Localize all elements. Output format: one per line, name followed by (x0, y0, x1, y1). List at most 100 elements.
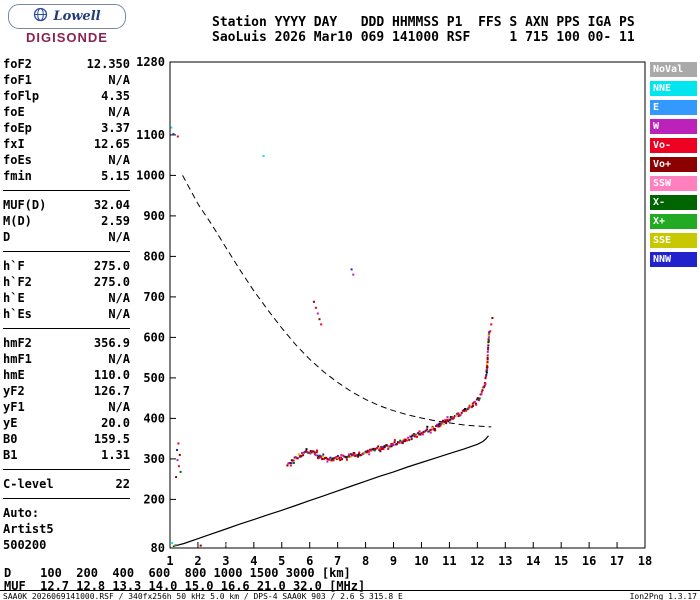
echo-dot (297, 453, 300, 456)
echo-dot (306, 451, 309, 454)
param-value: N/A (108, 400, 130, 414)
echo-dot (323, 457, 325, 460)
echo-dot (445, 422, 448, 425)
status-generator: Ion2Png 1.3.17 (629, 592, 697, 600)
echo-dot (486, 363, 489, 365)
param-row: fmin 5.15 (3, 168, 130, 184)
echo-dot (422, 430, 425, 433)
param-value: N/A (108, 230, 130, 244)
param-label: 500200 (3, 538, 47, 552)
echo-dot (361, 453, 364, 456)
echo-dot (302, 454, 305, 457)
y-tick-label: 1280 (136, 55, 165, 69)
param-row: fxI 12.65 (3, 136, 130, 152)
echo-dot (451, 417, 454, 420)
echo-dot (475, 403, 478, 406)
noise-dot (350, 268, 353, 271)
param-value: N/A (108, 307, 130, 321)
x-tick-label: 6 (306, 554, 313, 568)
echo-dot (327, 458, 330, 461)
legend-item-nne: NNE (650, 81, 697, 96)
param-label: fxI (3, 137, 25, 151)
ionogram-svg: 1 2 3 4 5 6 7 8 9 10 11 12 13 14 15 16 17 188020030040050… (136, 55, 652, 568)
echo-dot (424, 429, 427, 432)
logo-brand: Lowell (53, 9, 101, 24)
echo-dot (486, 368, 489, 371)
noise-dot (176, 459, 179, 462)
param-value: 3.37 (101, 121, 130, 135)
echo-dot (480, 390, 483, 393)
param-row: foE N/A (3, 104, 130, 120)
echo-dot (391, 442, 394, 445)
legend-item-nnw: NNW (650, 252, 697, 267)
echo-dot (407, 436, 410, 439)
echo-dot (438, 422, 441, 425)
x-tick-label: 14 (526, 554, 540, 568)
noise-dot (171, 542, 174, 545)
param-value: 22 (115, 477, 130, 491)
echo-dot (286, 464, 289, 467)
param-label: foEs (3, 153, 32, 167)
noise-dot (175, 476, 178, 479)
echo-dot (429, 428, 432, 431)
noise-dot (178, 453, 181, 456)
legend-item-vo: Vo- (650, 138, 697, 153)
legend-item-w: W (650, 119, 697, 134)
y-tick-label: 700 (143, 290, 165, 304)
echo-dot (445, 420, 448, 423)
separator (3, 469, 130, 470)
echo-dot (404, 440, 406, 443)
echo-dot (401, 440, 404, 443)
param-label: foF1 (3, 73, 32, 87)
echo-dot (342, 454, 345, 457)
echo-dot (465, 409, 468, 412)
echo-dot (398, 441, 401, 444)
plot-frame (169, 61, 646, 549)
echo-dot (379, 450, 382, 453)
param-value: N/A (108, 153, 130, 167)
echo-dot (476, 397, 479, 400)
param-row: C-level 22 (3, 476, 130, 492)
echo-dot (358, 451, 361, 454)
echo-dot (375, 446, 378, 449)
echo-dot (463, 409, 466, 412)
echo-dot (317, 457, 319, 460)
param-value: 2.59 (101, 214, 130, 228)
echo-dot (318, 456, 321, 459)
param-row: foEs N/A (3, 152, 130, 168)
echo-dot (345, 456, 348, 459)
x-tick-label: 16 (582, 554, 596, 568)
x-tick-label: 17 (610, 554, 624, 568)
echo-dot (481, 389, 484, 392)
echo-dot (360, 454, 363, 456)
echo-dot (289, 464, 292, 467)
echo-dot (313, 452, 316, 455)
echo-dot (447, 420, 450, 423)
echo-dot (414, 433, 417, 436)
param-label: h`F (3, 259, 25, 273)
param-label: foFlp (3, 89, 40, 103)
param-row: foF1 N/A (3, 72, 130, 88)
separator (3, 190, 130, 191)
echo-dot (478, 397, 481, 400)
param-label: yF1 (3, 400, 25, 414)
param-row: hmE 110.0 (3, 367, 130, 383)
noise-dot (352, 273, 355, 276)
noise-points (170, 126, 494, 547)
param-label: C-level (3, 477, 54, 491)
echo-dot (392, 444, 395, 447)
header-line1: Station YYYY DAY DDD HHMMSS P1 FFS S AXN… (212, 15, 635, 30)
y-tick-label: 1100 (136, 128, 165, 142)
echo-dot (486, 364, 489, 367)
param-value: N/A (108, 352, 130, 366)
echo-dot (295, 457, 298, 460)
y-tick-label: 200 (143, 492, 165, 506)
echo-dot (382, 446, 385, 449)
param-value: 32.04 (93, 198, 130, 212)
echo-dot (473, 400, 476, 403)
param-label: h`F2 (3, 275, 32, 289)
echo-dot (315, 451, 318, 454)
status-file-info: SAA0K_2026069141000.RSF / 340fx256h 50 k… (3, 592, 403, 600)
echo-dot (340, 456, 342, 459)
